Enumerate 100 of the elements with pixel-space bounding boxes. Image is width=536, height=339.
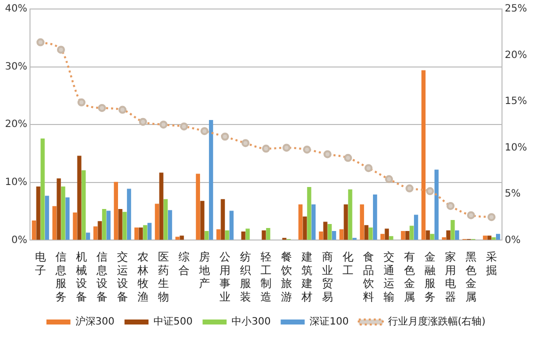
legend-label: 深证100 xyxy=(310,316,349,328)
x-tick-label: 机械设备 xyxy=(76,250,87,304)
bar xyxy=(307,187,312,240)
bar xyxy=(492,237,496,240)
y-tick-label: 20% xyxy=(4,119,28,130)
bar xyxy=(52,206,57,240)
bar xyxy=(298,204,303,240)
bar xyxy=(118,208,122,240)
bar xyxy=(454,230,460,240)
x-tick-label: 黑色金属 xyxy=(466,250,477,304)
bar xyxy=(225,230,230,240)
x-tick-label: 商业贸易 xyxy=(322,250,334,304)
bar xyxy=(77,156,82,240)
bar xyxy=(204,230,209,240)
bar xyxy=(56,178,61,240)
y-tick-label: 40% xyxy=(4,4,28,15)
y2-tick-label: 10% xyxy=(504,142,528,154)
bar xyxy=(61,186,66,240)
bar xyxy=(372,194,378,240)
bar xyxy=(400,230,406,240)
legend-label: 沪深300 xyxy=(75,316,115,328)
x-tick-label: 餐饮旅游 xyxy=(280,250,292,304)
bar xyxy=(384,228,389,240)
x-tick-label: 化工 xyxy=(342,250,354,277)
y-tick-label: 10% xyxy=(4,176,28,188)
x-tick-label: 信息服务 xyxy=(54,250,66,304)
bar xyxy=(220,199,225,240)
y-tick-label: 0% xyxy=(11,234,28,246)
bar xyxy=(93,226,98,240)
x-tick-label: 房地产 xyxy=(198,250,210,290)
y2-tick-label: 5% xyxy=(504,188,521,200)
x-tick-label: 电子 xyxy=(34,250,46,277)
bar xyxy=(434,170,439,240)
bar xyxy=(126,188,132,240)
bar xyxy=(246,228,250,240)
bar xyxy=(360,204,364,240)
bar xyxy=(389,236,394,240)
bar xyxy=(328,224,332,240)
x-tick-label: 食品饮料 xyxy=(362,250,374,304)
bar xyxy=(65,197,70,240)
bar xyxy=(154,204,160,240)
bar xyxy=(168,210,172,240)
bar xyxy=(414,214,418,240)
bar xyxy=(323,222,328,240)
y2-tick-label: 20% xyxy=(504,50,528,61)
bar xyxy=(482,236,488,240)
x-tick-label: 家用电器 xyxy=(445,250,456,304)
y2-tick-label: 15% xyxy=(504,96,528,108)
bar xyxy=(36,186,40,240)
y2-tick-label: 0% xyxy=(504,234,521,246)
x-tick-label: 医药生物 xyxy=(158,250,169,304)
bar xyxy=(44,196,50,240)
x-tick-label: 综合 xyxy=(178,250,190,277)
bar xyxy=(430,234,434,240)
legend-label: 中证500 xyxy=(154,316,193,328)
bar xyxy=(311,204,316,240)
bar xyxy=(405,230,410,240)
legend-label: 中小300 xyxy=(232,316,271,328)
bar xyxy=(175,236,180,240)
bar xyxy=(266,228,270,240)
bar xyxy=(262,230,266,240)
bar xyxy=(450,220,455,240)
bar xyxy=(180,236,184,240)
x-tick-label: 信息设备 xyxy=(95,250,108,304)
x-tick-label: 建筑建材 xyxy=(300,250,313,304)
bar xyxy=(344,204,348,240)
bar xyxy=(159,172,164,240)
bar xyxy=(138,227,143,240)
x-tick-label: 轻工制造 xyxy=(260,250,272,304)
bar xyxy=(143,225,148,240)
bar xyxy=(200,200,204,240)
bar xyxy=(32,220,36,240)
bar xyxy=(426,230,430,240)
x-tick-label: 交运设备 xyxy=(116,250,128,304)
x-tick-label: 公用事业 xyxy=(219,250,230,304)
bar xyxy=(229,210,234,240)
bar xyxy=(496,234,500,240)
bar xyxy=(102,208,106,240)
bar xyxy=(302,216,307,240)
bar xyxy=(241,232,246,240)
bar xyxy=(339,229,344,240)
bar xyxy=(72,212,78,240)
y2-tick-label: 25% xyxy=(504,4,528,15)
bar xyxy=(380,234,385,240)
bar xyxy=(216,229,221,240)
bar xyxy=(368,227,373,240)
bar xyxy=(164,199,168,240)
bar xyxy=(114,182,118,240)
bar xyxy=(40,138,45,240)
bar xyxy=(86,232,90,240)
bar xyxy=(364,225,368,240)
bar xyxy=(147,222,152,240)
bar xyxy=(134,227,139,240)
legend-label: 行业月度涨跌幅(右轴) xyxy=(388,316,486,328)
bar xyxy=(487,236,492,240)
x-tick-label: 金融服务 xyxy=(424,250,436,304)
x-tick-label: 采掘 xyxy=(486,250,498,277)
bar xyxy=(106,210,111,240)
bar xyxy=(98,221,102,240)
x-tick-label: 交通运输 xyxy=(384,250,395,304)
